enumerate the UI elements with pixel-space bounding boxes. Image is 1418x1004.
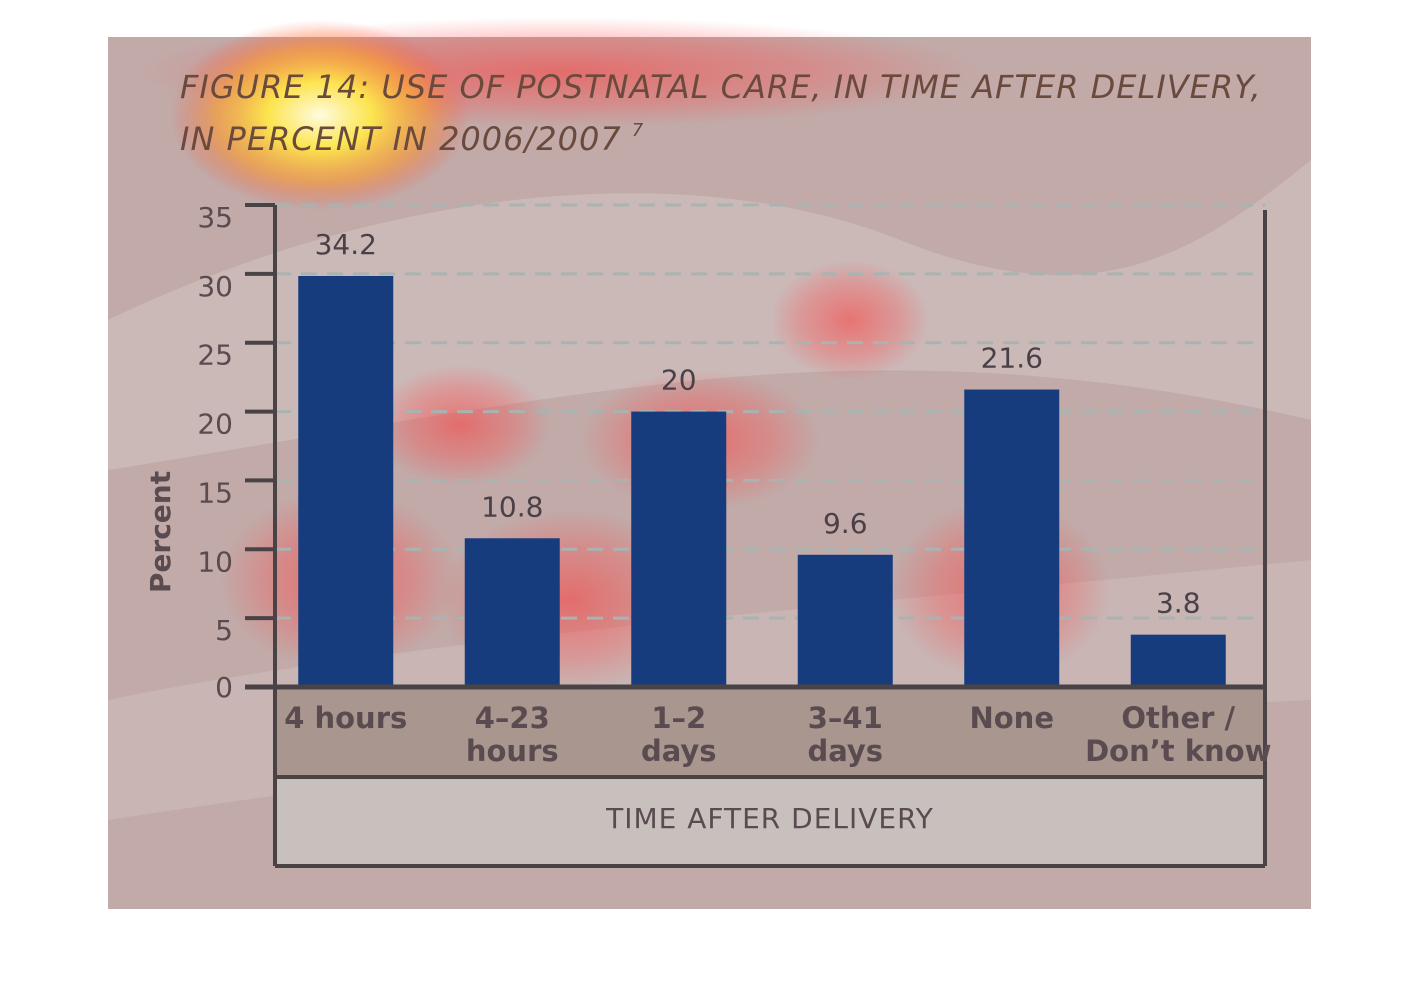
bar-value-label: 21.6 bbox=[981, 342, 1043, 375]
category-label: 4 hours bbox=[284, 701, 407, 735]
category-label: None bbox=[969, 701, 1054, 735]
axes bbox=[245, 205, 1267, 866]
bar bbox=[1130, 634, 1226, 687]
category-band bbox=[275, 688, 1265, 776]
bars bbox=[298, 276, 1226, 687]
category-label: 4–23 bbox=[475, 701, 550, 735]
category-label: hours bbox=[466, 734, 559, 768]
y-tick-label: 35 bbox=[197, 201, 233, 234]
bar-value-label: 10.8 bbox=[481, 490, 543, 523]
y-tick-label: 20 bbox=[197, 408, 233, 441]
y-ticks: 0 5 10 15 20 25 30 35 bbox=[197, 201, 275, 704]
bar-value-labels: 34.2 10.8 20 9.6 21.6 3.8 bbox=[315, 228, 1201, 620]
category-label: Other / bbox=[1121, 701, 1235, 735]
category-band-area bbox=[275, 688, 1265, 868]
category-label: days bbox=[807, 734, 883, 768]
category-label: Don’t know bbox=[1085, 734, 1271, 768]
axis-title-band bbox=[275, 778, 1265, 866]
chart-title-superscript: 7 bbox=[632, 120, 644, 141]
chart-title-line-1: FIGURE 14: USE OF POSTNATAL CARE, IN TIM… bbox=[180, 68, 1262, 106]
y-tick-label: 30 bbox=[197, 270, 233, 303]
category-label: days bbox=[641, 734, 717, 768]
chart-title-line-2: IN PERCENT IN 2006/2007 7 bbox=[180, 120, 644, 158]
x-axis-title: TIME AFTER DELIVERY bbox=[605, 802, 934, 835]
bar-value-label: 34.2 bbox=[315, 228, 377, 261]
category-label: 3–41 bbox=[808, 701, 883, 735]
y-tick-label: 15 bbox=[197, 476, 233, 509]
category-label: 1–2 bbox=[651, 701, 706, 735]
gridlines bbox=[275, 203, 1265, 620]
bar bbox=[964, 389, 1060, 687]
chart-title-line-2-text: IN PERCENT IN 2006/2007 bbox=[180, 120, 622, 158]
y-tick-label: 0 bbox=[215, 671, 233, 704]
bar-value-label: 20 bbox=[661, 364, 697, 397]
bar-value-label: 9.6 bbox=[823, 507, 868, 540]
bar bbox=[797, 554, 893, 687]
bar bbox=[298, 276, 394, 687]
y-tick-label: 10 bbox=[197, 545, 233, 578]
y-tick-label: 25 bbox=[197, 339, 233, 372]
bar-value-label: 3.8 bbox=[1156, 587, 1201, 620]
y-tick-label: 5 bbox=[215, 614, 233, 647]
bar bbox=[464, 538, 560, 687]
y-axis-label: Percent bbox=[144, 471, 177, 593]
bar bbox=[631, 411, 727, 687]
